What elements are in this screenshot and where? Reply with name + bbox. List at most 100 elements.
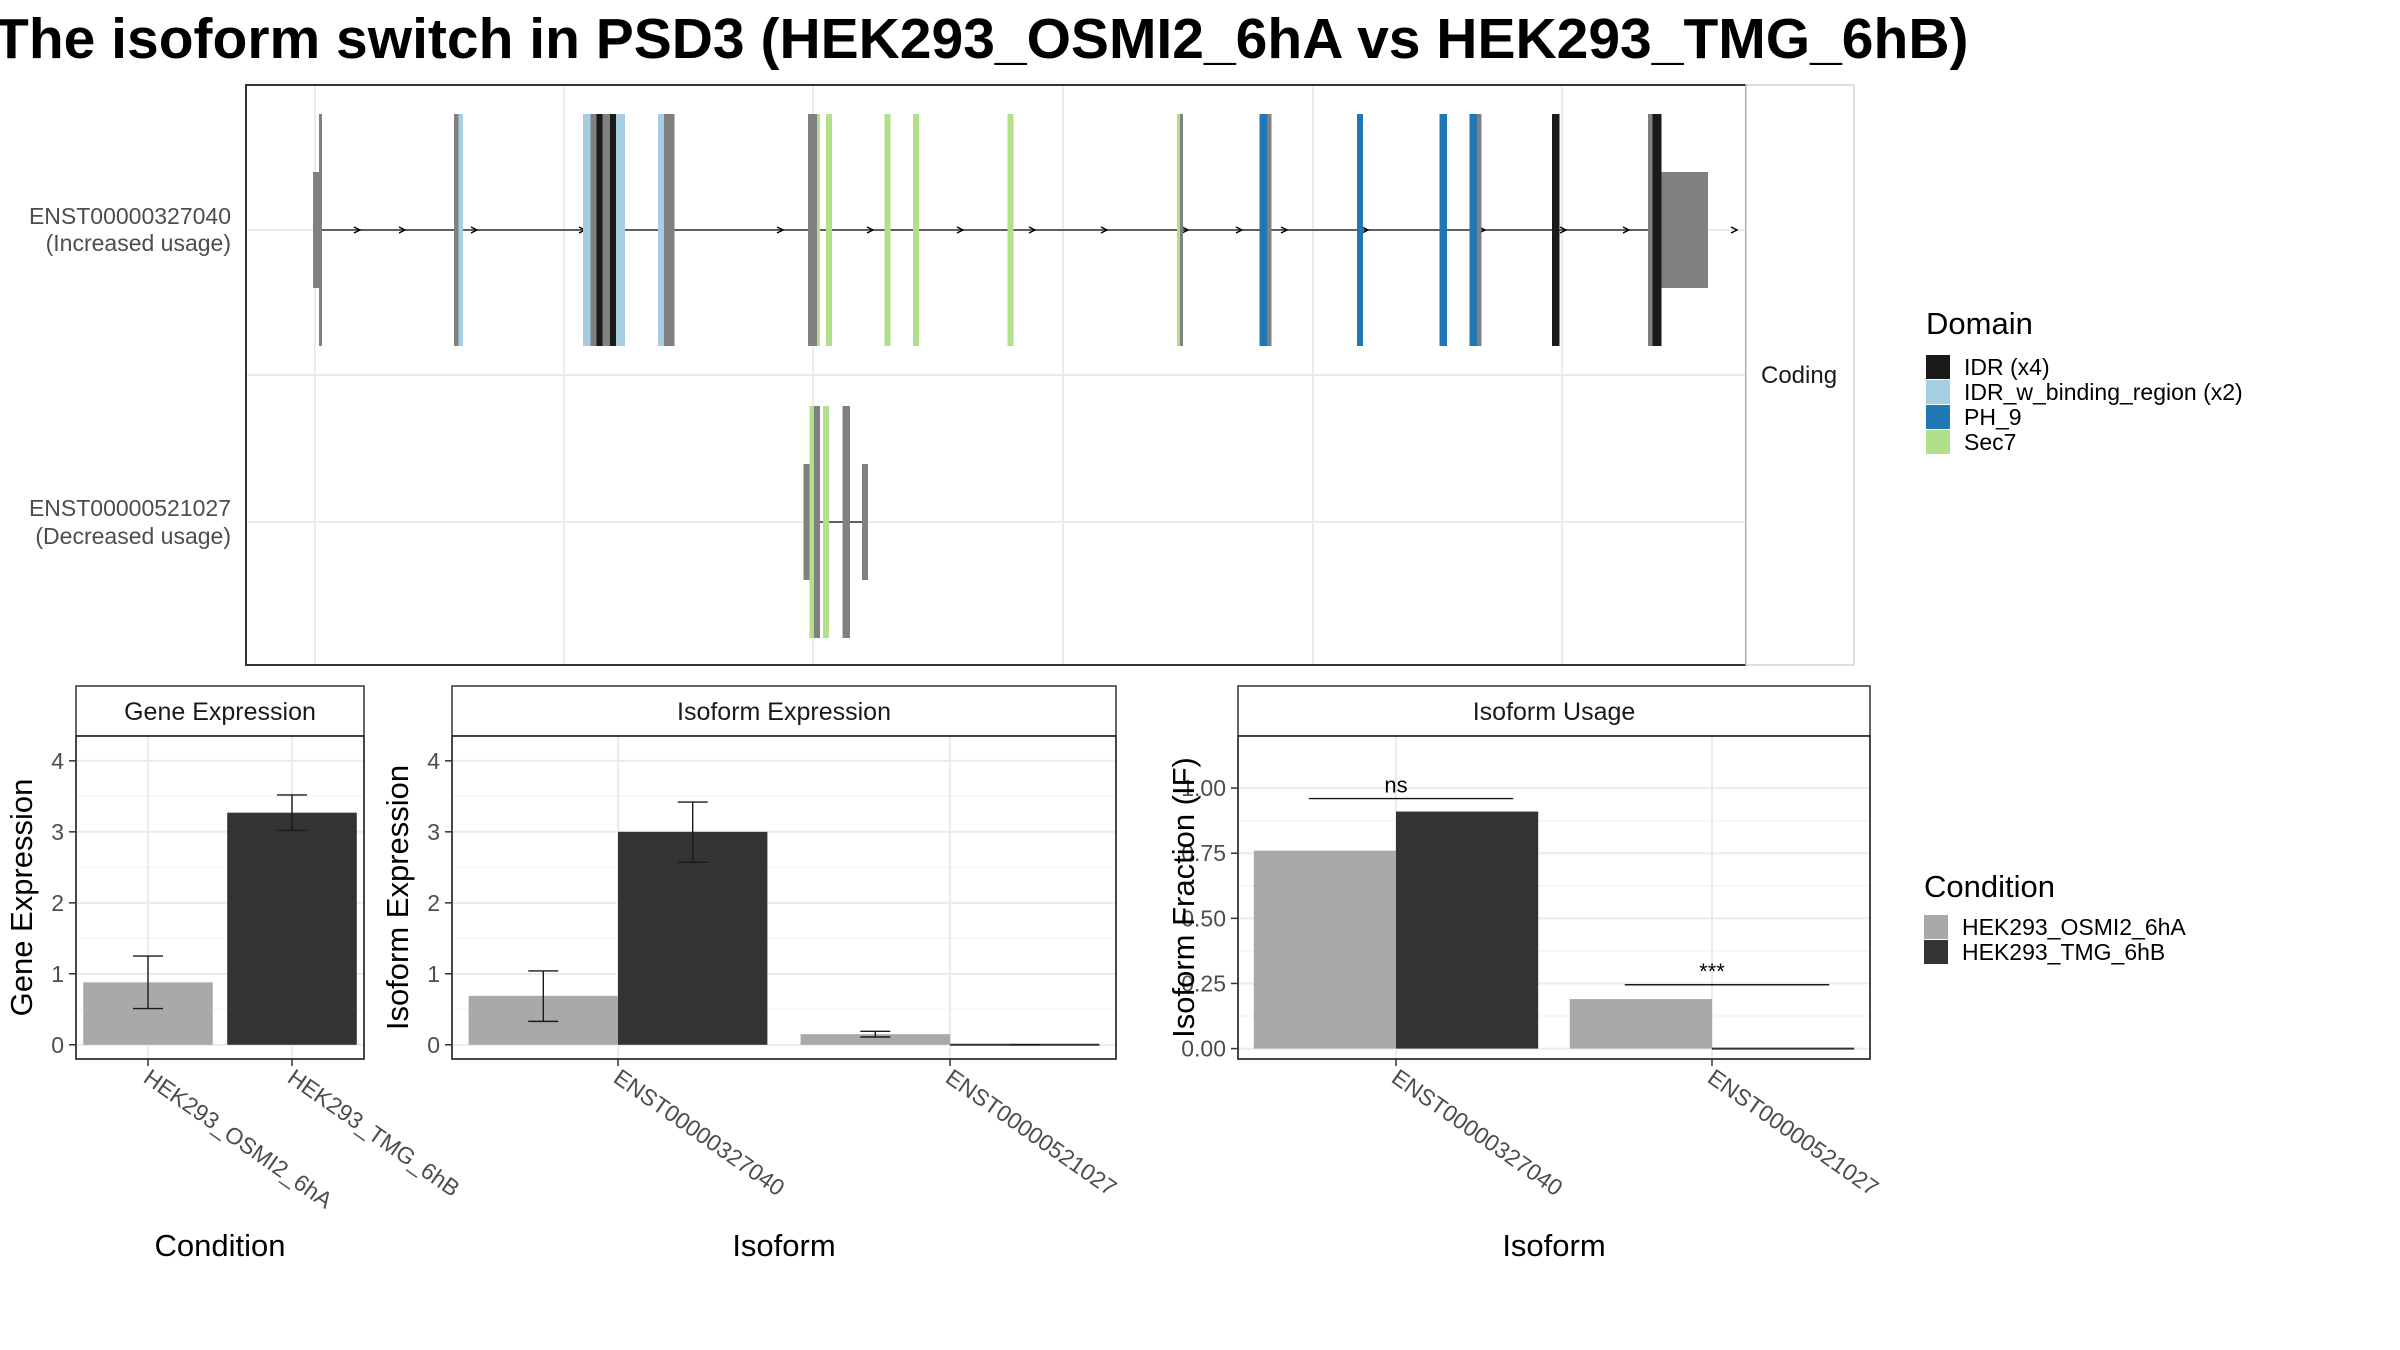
y-tick-label: 1: [51, 961, 64, 987]
strand-arrow: [956, 226, 965, 234]
exon-none: [319, 114, 322, 346]
exon-IDR_w_binding_region: [458, 114, 463, 346]
exon-IDR: [596, 114, 603, 346]
y-tick-label: 2: [51, 890, 64, 916]
exon-Sec7: [809, 406, 814, 638]
exon-none: [1267, 114, 1272, 346]
exon-Sec7: [817, 114, 820, 346]
strand-arrow: [1280, 226, 1289, 234]
exon-IDR_w_binding_region: [583, 114, 591, 346]
isoform-usage-chart: Isoform Usage 0.00 0.25 0.50 0.75 1.00 ns *** EN…: [1166, 685, 1884, 1263]
isoform-expression-chart: Isoform Expression 0 1 2 3 4 ENST00000327040 EN…: [380, 685, 1122, 1263]
domain-legend-title: Domain: [1926, 306, 2033, 341]
y-tick-label: 0: [427, 1032, 440, 1058]
x-axis-title: Isoform: [732, 1228, 835, 1263]
plot-frame: [1237, 735, 1871, 1060]
legend-label-PH_9: PH_9: [1964, 404, 2022, 430]
y-tick-label: 1.00: [1181, 775, 1226, 801]
exon-IDR_w_binding_region: [616, 114, 625, 346]
significance-label: ***: [1699, 959, 1725, 984]
exon-none: [842, 406, 850, 638]
legend-label-Sec7: Sec7: [1964, 429, 2016, 455]
bar-1-0: [1396, 811, 1539, 1049]
isoform-label-1-usage: (Increased usage): [46, 230, 231, 256]
condition-legend-title: Condition: [1924, 869, 2055, 904]
exon-none: [590, 114, 597, 346]
exon-none: [1648, 114, 1653, 346]
isoform-track-ENST00000521027: [803, 406, 868, 638]
exon-none: [454, 114, 459, 346]
x-axis-title: Isoform: [1502, 1228, 1605, 1263]
chart-title: Gene Expression: [124, 698, 316, 726]
plot-frame: [75, 735, 365, 1060]
exon-none: [803, 464, 810, 580]
exon-Sec7: [1177, 114, 1180, 346]
strand-arrow: [1100, 226, 1109, 234]
bar-0-0: [1253, 850, 1396, 1049]
exon-IDR: [1652, 114, 1662, 346]
exon-Sec7: [1007, 114, 1014, 346]
x-axis-title: Condition: [155, 1228, 286, 1263]
legend-swatch-IDR: [1926, 355, 1950, 379]
strand-arrow: [1730, 226, 1739, 234]
x-tick-label: ENST00000327040: [609, 1064, 789, 1201]
plot-frame: [451, 735, 1117, 1060]
strand-arrow: [1235, 226, 1244, 234]
bar-0-1: [800, 1034, 950, 1045]
domain-legend: Domain IDR (x4)IDR_w_binding_region (x2)…: [1926, 306, 2243, 455]
legend-label-IDR: IDR (x4): [1964, 354, 2050, 380]
bar-1-0: [618, 831, 768, 1045]
exon-Sec7: [913, 114, 919, 346]
strand-arrow: [1181, 226, 1190, 234]
isoform-label-2-id: ENST00000521027: [29, 495, 231, 521]
strand-arrow: [866, 226, 875, 234]
isoform-label-2-usage: (Decreased usage): [35, 523, 231, 549]
isoform-track-ENST00000327040: [313, 114, 1739, 346]
exon-PH_9: [1357, 114, 1363, 346]
chart-strip: [1237, 685, 1871, 737]
strand-arrow: [1622, 226, 1631, 234]
isoform-strip: [1745, 84, 1855, 666]
exon-IDR_w_binding_region: [658, 114, 664, 346]
y-axis-title: Isoform Expression: [380, 765, 415, 1030]
y-tick-label: 4: [51, 748, 64, 774]
exon-none: [808, 114, 817, 346]
y-tick-label: 0: [51, 1032, 64, 1058]
exon-none: [1477, 114, 1482, 346]
y-tick-label: 2: [427, 890, 440, 916]
exon-IDR: [610, 114, 616, 346]
exon-Sec7: [826, 114, 832, 346]
x-tick-label: ENST00000521027: [941, 1064, 1121, 1201]
bar-1: [227, 812, 357, 1045]
strand-arrow: [1361, 226, 1370, 234]
legend-label-cond_B: HEK293_TMG_6hB: [1962, 939, 2165, 965]
y-tick-label: 0.75: [1181, 840, 1226, 866]
y-tick-label: 3: [51, 819, 64, 845]
legend-swatch-PH_9: [1926, 405, 1950, 429]
legend-label-cond_A: HEK293_OSMI2_6hA: [1962, 914, 2186, 940]
y-tick-label: 4: [427, 748, 440, 774]
x-tick-label: ENST00000521027: [1703, 1064, 1883, 1201]
exon-none: [602, 114, 610, 346]
strand-arrow: [1559, 226, 1568, 234]
legend-swatch-cond_B: [1924, 940, 1948, 964]
legend-swatch-cond_A: [1924, 915, 1948, 939]
exon-IDR: [1552, 114, 1560, 346]
y-tick-label: 1: [427, 961, 440, 987]
legend-label-IDR_w_binding_region: IDR_w_binding_region (x2): [1964, 379, 2243, 405]
x-tick-label: ENST00000327040: [1387, 1064, 1567, 1201]
exon-none: [1180, 114, 1183, 346]
y-tick-label: 0.50: [1181, 905, 1226, 931]
legend-swatch-Sec7: [1926, 430, 1950, 454]
exon-none: [862, 464, 868, 580]
chart-title: Isoform Expression: [677, 698, 891, 726]
legend-swatch-IDR_w_binding_region: [1926, 380, 1950, 404]
bar-0-1: [1569, 999, 1712, 1049]
figure-title: The isoform switch in PSD3 (HEK293_OSMI2…: [0, 7, 1968, 71]
strand-arrow: [776, 226, 785, 234]
exon-PH_9: [1469, 114, 1477, 346]
strand-arrow: [470, 226, 479, 234]
